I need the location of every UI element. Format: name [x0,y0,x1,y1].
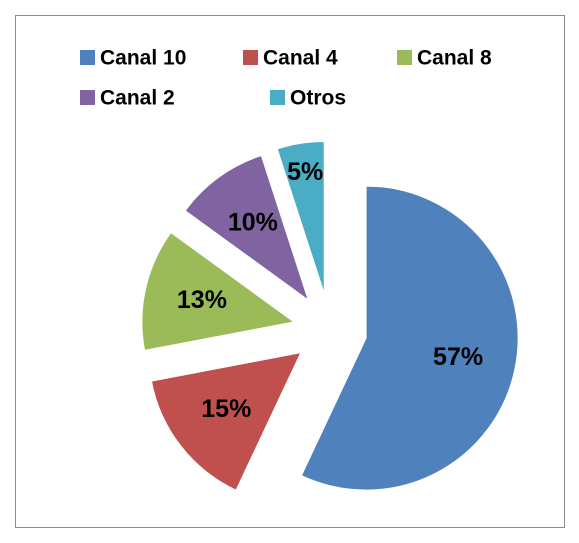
legend-swatch [270,90,285,105]
pie-slice [300,185,519,491]
legend-label: Canal 10 [100,47,186,70]
legend-swatch [80,90,95,105]
legend-swatch [80,50,95,65]
data-label: 13% [177,286,227,314]
legend-label: Otros [290,87,346,110]
legend-swatch [243,50,258,65]
pie-slice [141,231,296,351]
data-label: 10% [228,208,278,236]
pie-slice [276,140,325,294]
legend-label: Canal 4 [263,47,338,70]
data-label: 5% [287,158,323,186]
legend-label: Canal 8 [417,47,492,70]
data-label: 15% [201,395,251,423]
legend-label: Canal 2 [100,87,175,110]
legend-swatch [397,50,412,65]
pie-slice [184,154,310,302]
data-label: 57% [433,343,483,371]
pie-slice [150,352,302,491]
